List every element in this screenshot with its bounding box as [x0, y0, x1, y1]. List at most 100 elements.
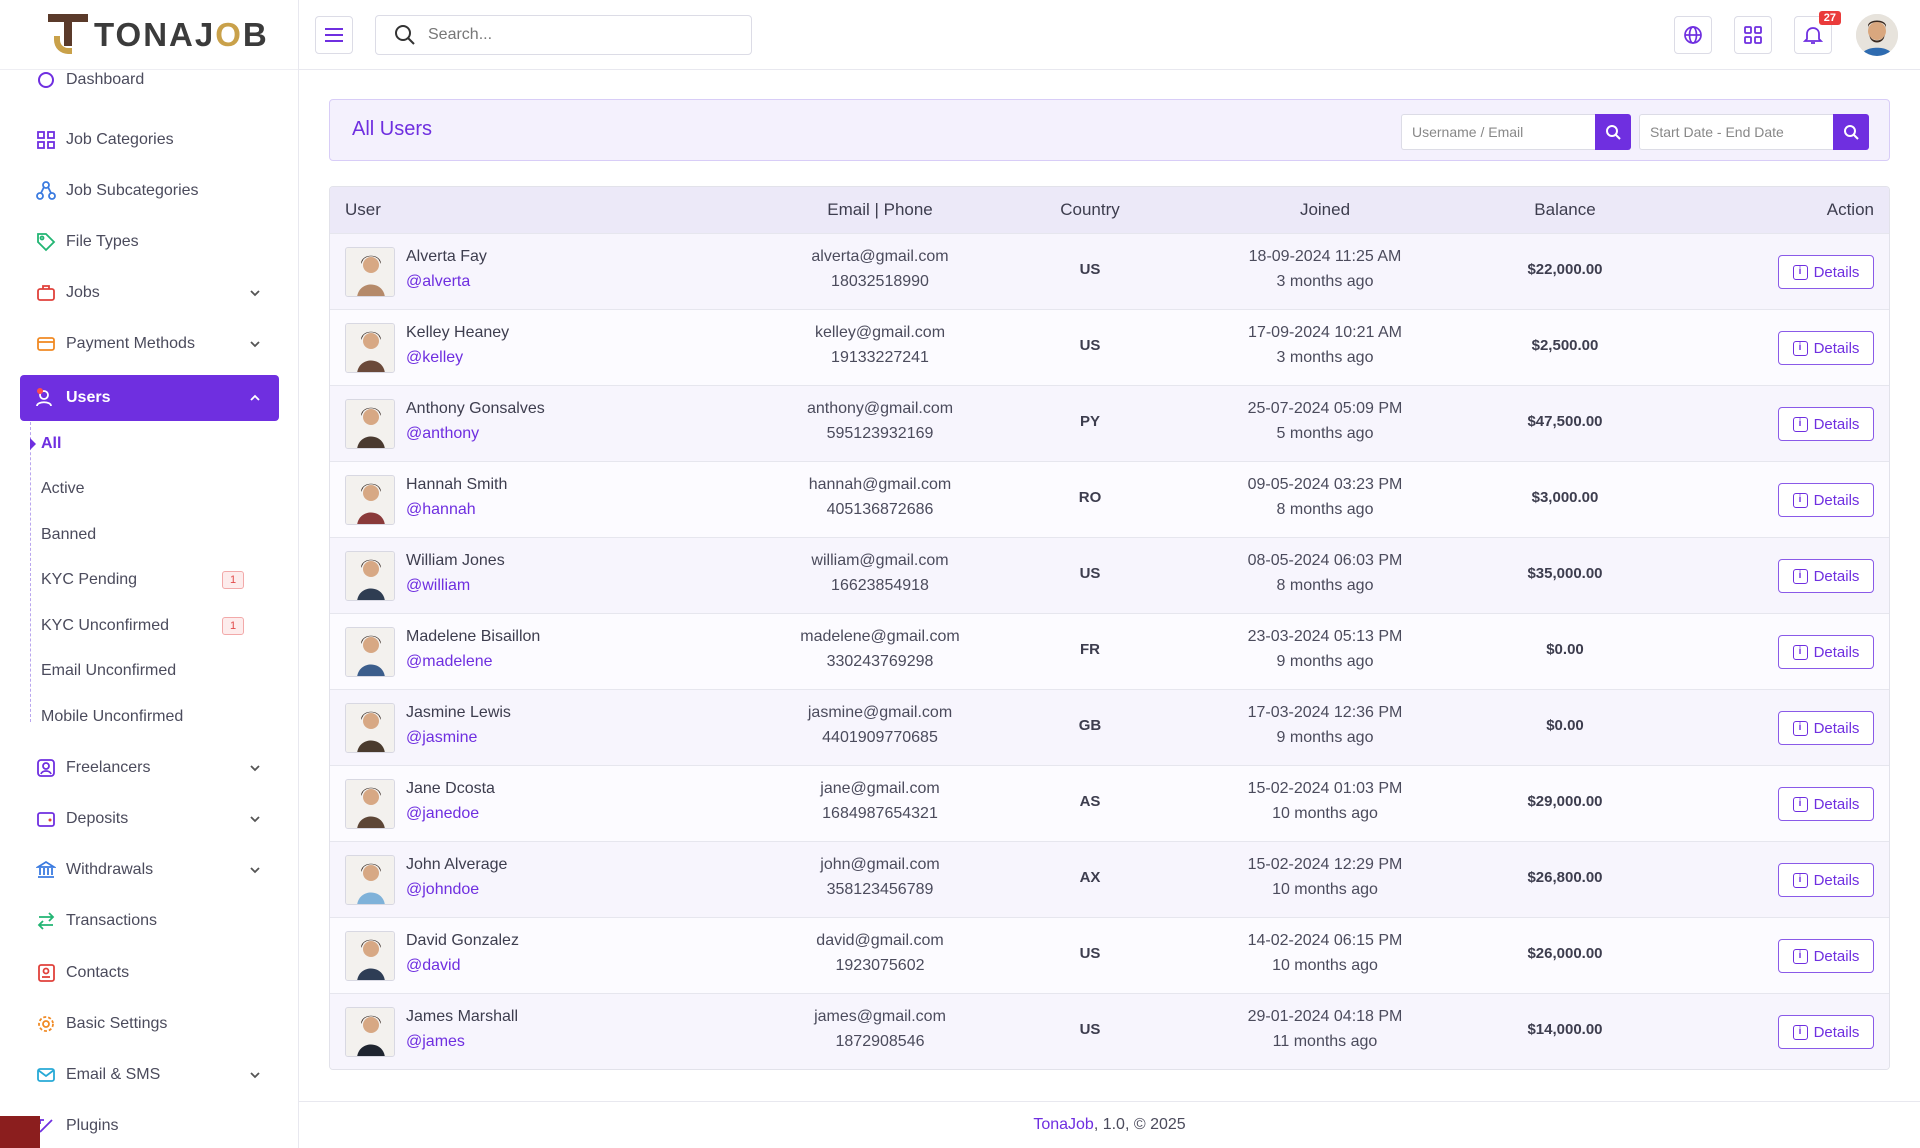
- details-button[interactable]: i Details: [1778, 939, 1874, 973]
- user-handle-link[interactable]: @johndoe: [406, 881, 480, 898]
- user-avatar[interactable]: [1856, 14, 1898, 56]
- table-row: James Marshall @james james@gmail.com 18729…: [330, 993, 1889, 1069]
- sidebar-item-withdrawals[interactable]: Withdrawals: [20, 847, 279, 893]
- avatar-icon: [346, 400, 394, 448]
- logo[interactable]: TONAJOB: [0, 0, 298, 70]
- sidebar-item-payment-methods[interactable]: Payment Methods: [20, 321, 279, 367]
- details-button[interactable]: i Details: [1778, 483, 1874, 517]
- user-phone: 19133227241: [831, 349, 929, 366]
- avatar-icon: [346, 476, 394, 524]
- user-handle-link[interactable]: @david: [406, 957, 461, 974]
- sidebar-item-job-subcategories[interactable]: Job Subcategories: [20, 168, 279, 214]
- user-email: kelley@gmail.com: [814, 324, 946, 341]
- notification-count-badge: 27: [1818, 11, 1841, 25]
- info-icon: i: [1792, 644, 1808, 660]
- credit-card-icon: [36, 334, 56, 354]
- user-handle-link[interactable]: @madelene: [406, 653, 493, 670]
- menu-toggle-button[interactable]: [315, 16, 353, 54]
- sidebar-item-email-sms[interactable]: Email & SMS: [20, 1052, 279, 1098]
- user-avatar: [345, 247, 395, 297]
- user-avatar: [345, 855, 395, 905]
- user-balance: $35,000.00: [1527, 565, 1603, 582]
- sidebar-item-users[interactable]: Users: [20, 375, 279, 421]
- user-name: David Gonzalez: [406, 932, 519, 949]
- info-icon: i: [1792, 720, 1808, 736]
- details-label: Details: [1813, 719, 1860, 737]
- info-icon: i: [1792, 872, 1808, 888]
- user-avatar: [345, 323, 395, 373]
- user-handle-link[interactable]: @alverta: [406, 273, 471, 290]
- sidebar-item-contacts[interactable]: Contacts: [20, 950, 279, 996]
- info-icon: i: [1792, 568, 1808, 584]
- submenu-item-kyc-pending[interactable]: KYC Pending: [41, 571, 138, 588]
- user-search-button[interactable]: [1595, 114, 1631, 150]
- user-country: US: [1079, 565, 1101, 582]
- user-handle-link[interactable]: @kelley: [406, 349, 464, 366]
- footer-brand-link[interactable]: TonaJob: [1033, 1116, 1094, 1133]
- sidebar-item-label: File Types: [66, 233, 139, 250]
- user-country: US: [1079, 1021, 1101, 1038]
- user-handle-link[interactable]: @james: [406, 1033, 465, 1050]
- sidebar-item-transactions[interactable]: Transactions: [20, 898, 279, 944]
- details-button[interactable]: i Details: [1778, 331, 1874, 365]
- sidebar-item-deposits[interactable]: Deposits: [20, 796, 279, 842]
- sidebar-item-jobs[interactable]: Jobs: [20, 270, 279, 316]
- user-handle-link[interactable]: @jasmine: [406, 729, 478, 746]
- user-avatar: [345, 627, 395, 677]
- avatar-icon: [346, 248, 394, 296]
- search-input[interactable]: [428, 26, 728, 44]
- user-country: RO: [1078, 489, 1102, 506]
- sidebar-item-freelancers[interactable]: Freelancers: [20, 745, 279, 791]
- details-button[interactable]: i Details: [1778, 863, 1874, 897]
- details-button[interactable]: i Details: [1778, 787, 1874, 821]
- details-button[interactable]: i Details: [1778, 635, 1874, 669]
- user-phone: 1684987654321: [822, 805, 938, 822]
- notifications-button[interactable]: 27: [1794, 11, 1841, 54]
- user-handle-link[interactable]: @hannah: [406, 501, 476, 518]
- date-search-button[interactable]: [1833, 114, 1869, 150]
- joined-relative: 3 months ago: [1276, 349, 1374, 366]
- details-button[interactable]: i Details: [1778, 1015, 1874, 1049]
- count-badge: 1: [222, 571, 244, 589]
- joined-relative: 11 months ago: [1272, 1033, 1378, 1050]
- submenu-item-all[interactable]: All: [41, 435, 62, 452]
- user-name: William Jones: [406, 552, 505, 569]
- username-email-input[interactable]: [1401, 114, 1595, 150]
- user-handle-link[interactable]: @anthony: [406, 425, 480, 442]
- user-phone: 330243769298: [826, 653, 934, 670]
- date-range-input[interactable]: [1639, 114, 1833, 150]
- submenu-item-mobile-unconfirmed[interactable]: Mobile Unconfirmed: [41, 708, 184, 725]
- apps-button[interactable]: [1734, 16, 1772, 54]
- submenu-item-active[interactable]: Active: [41, 480, 85, 497]
- user-name: Anthony Gonsalves: [406, 400, 545, 417]
- topbar: 27: [299, 0, 1920, 70]
- search-icon: [1844, 125, 1859, 140]
- user-email: john@gmail.com: [820, 856, 940, 873]
- details-button[interactable]: i Details: [1778, 559, 1874, 593]
- submenu-item-email-unconfirmed[interactable]: Email Unconfirmed: [41, 662, 177, 679]
- user-handle-link[interactable]: @janedoe: [406, 805, 480, 822]
- user-balance: $47,500.00: [1527, 413, 1603, 430]
- sidebar-item-dashboard[interactable]: Dashboard: [20, 62, 279, 98]
- details-button[interactable]: i Details: [1778, 407, 1874, 441]
- sidebar-item-file-types[interactable]: File Types: [20, 219, 279, 265]
- search-icon: [395, 25, 415, 45]
- sidebar-item-job-categories[interactable]: Job Categories: [20, 117, 279, 163]
- sidebar-item-basic-settings[interactable]: Basic Settings: [20, 1001, 279, 1047]
- submenu-item-kyc-unconfirmed[interactable]: KYC Unconfirmed: [41, 617, 170, 634]
- details-button[interactable]: i Details: [1778, 711, 1874, 745]
- details-button[interactable]: i Details: [1778, 255, 1874, 289]
- user-phone: 358123456789: [826, 881, 934, 898]
- submenu-guide-line: [30, 422, 31, 722]
- submenu-item-banned[interactable]: Banned: [41, 526, 97, 543]
- joined-relative: 9 months ago: [1276, 729, 1374, 746]
- sidebar-item-plugins[interactable]: Plugins: [20, 1103, 279, 1148]
- user-handle-link[interactable]: @william: [406, 577, 471, 594]
- footer-version: , 1.0, © 2025: [1093, 1116, 1186, 1133]
- sidebar-item-label: Job Categories: [66, 131, 174, 148]
- column-header-balance: Balance: [1534, 200, 1596, 219]
- joined-date: 17-09-2024 10:21 AM: [1248, 324, 1402, 341]
- language-button[interactable]: [1674, 16, 1712, 54]
- joined-date: 25-07-2024 05:09 PM: [1247, 400, 1403, 417]
- chevron-down-icon: [250, 816, 260, 823]
